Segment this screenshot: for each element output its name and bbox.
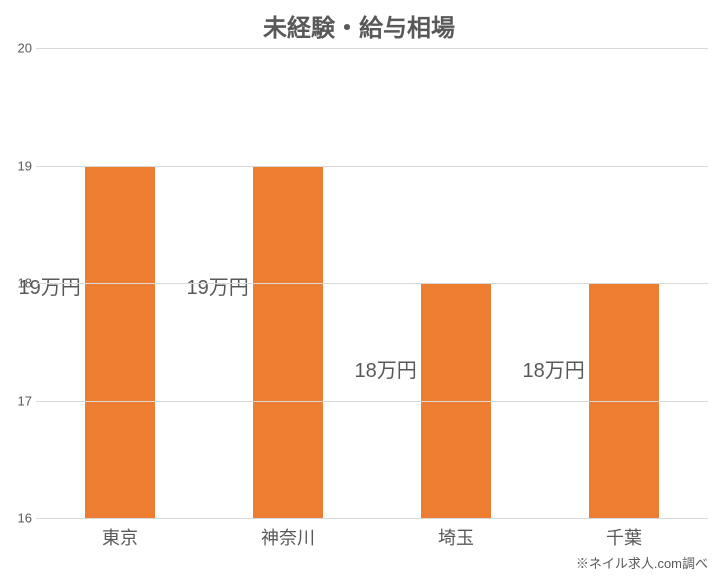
bar <box>253 166 324 519</box>
x-tick-label: 埼玉 <box>372 524 540 550</box>
y-tick-label: 20 <box>6 41 32 56</box>
gridline <box>36 283 708 284</box>
y-tick-label: 16 <box>6 511 32 526</box>
bar-value-label: 19万円 <box>186 271 248 300</box>
x-tick-label: 神奈川 <box>204 524 372 550</box>
gridline <box>36 401 708 402</box>
x-tick-label: 東京 <box>36 524 204 550</box>
plot-area: 19万円19万円18万円18万円 1617181920 <box>36 48 708 518</box>
y-tick-label: 17 <box>6 393 32 408</box>
bar-value-label: 18万円 <box>522 354 584 383</box>
gridline <box>36 166 708 167</box>
bar-value-label: 18万円 <box>354 354 416 383</box>
bar <box>85 166 156 519</box>
gridline <box>36 48 708 49</box>
y-tick-label: 19 <box>6 158 32 173</box>
x-tick-label: 千葉 <box>540 524 708 550</box>
attribution-text: ※ネイル求人.com調べ <box>576 553 708 572</box>
chart-title: 未経験・給与相場 <box>0 8 718 43</box>
salary-chart: 未経験・給与相場 19万円19万円18万円18万円 1617181920 東京神… <box>0 0 718 578</box>
y-tick-label: 18 <box>6 276 32 291</box>
x-axis: 東京神奈川埼玉千葉 <box>36 518 708 552</box>
